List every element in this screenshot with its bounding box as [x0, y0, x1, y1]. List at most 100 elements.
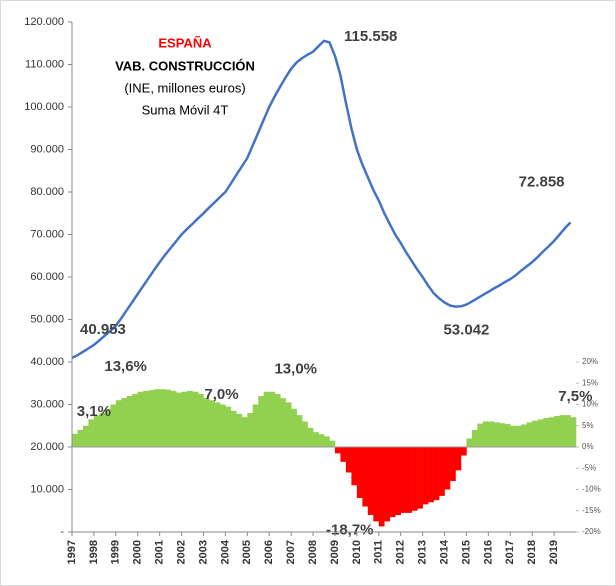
bar [329, 440, 336, 447]
bar [362, 447, 369, 507]
y-tick-label: 110.000 [25, 58, 64, 70]
bar [154, 389, 160, 447]
y2-tick-label: -5% [582, 463, 596, 472]
bar [88, 419, 95, 447]
bar [176, 392, 182, 447]
data-label: 115.558 [344, 28, 397, 45]
bar [460, 447, 467, 456]
bar [373, 447, 380, 522]
bar [565, 415, 571, 447]
bar [444, 447, 451, 490]
bar [291, 408, 297, 447]
data-label: 13,0% [274, 361, 317, 378]
bar [466, 438, 473, 447]
bar [187, 390, 193, 447]
data-label: 7,5% [558, 388, 592, 405]
bar [554, 415, 560, 447]
chart-title: ESPAÑA [158, 35, 212, 50]
data-label: 13,6% [104, 358, 147, 375]
x-tick-label: 2018 [526, 540, 538, 564]
bar [493, 422, 500, 447]
bar [99, 413, 106, 447]
bar [439, 447, 445, 496]
bar [263, 391, 270, 447]
y-tick-label: 120.000 [24, 16, 64, 28]
x-tick-label: 1997 [66, 540, 78, 564]
bar [219, 404, 226, 447]
x-tick-label: 2010 [351, 540, 363, 564]
y-tick-label: 90.000 [30, 143, 64, 155]
bar [148, 390, 155, 447]
bar [132, 393, 139, 447]
y2-tick-label: 5% [582, 421, 594, 430]
y-tick-label: 10.000 [30, 483, 64, 495]
data-label: 7,0% [204, 386, 238, 403]
bar [137, 391, 144, 447]
y2-tick-label: -15% [582, 506, 601, 515]
bar [428, 447, 434, 503]
bar [406, 447, 412, 513]
y2-tick-label: 15% [582, 378, 598, 387]
x-tick-label: 2013 [417, 540, 429, 564]
x-tick-label: 2003 [197, 540, 209, 564]
x-tick-label: 2017 [504, 540, 516, 564]
bar [280, 398, 286, 447]
bar [537, 419, 544, 447]
x-tick-label: 1999 [110, 540, 122, 564]
x-tick-label: 2015 [460, 540, 472, 564]
y2-tick-label: 0% [582, 442, 594, 451]
x-tick-label: 2014 [438, 539, 450, 564]
bar [499, 423, 506, 447]
x-tick-label: 2006 [263, 540, 275, 564]
bar [570, 417, 577, 447]
bar [384, 447, 391, 522]
bar [269, 391, 275, 447]
bar [302, 421, 308, 447]
bar [313, 432, 319, 447]
bar [471, 430, 478, 447]
bar [389, 447, 396, 518]
bar [351, 447, 358, 486]
bar [241, 417, 248, 447]
y-tick-label: 30.000 [30, 398, 64, 410]
bar [521, 424, 527, 447]
y-tick-label: 20.000 [30, 441, 64, 453]
y-tick-label: 80.000 [30, 186, 64, 198]
bar [340, 447, 347, 462]
bar [515, 425, 522, 447]
y2-tick-label: 10% [582, 400, 598, 409]
line [71, 39, 572, 360]
bar [422, 447, 429, 505]
bar [214, 402, 221, 447]
x-tick-label: 2012 [395, 540, 407, 564]
y-tick-label: 70.000 [30, 228, 64, 240]
bar [77, 430, 84, 447]
bar [395, 447, 401, 515]
bar [433, 447, 440, 501]
bar [285, 402, 292, 447]
y-tick-label: 100.000 [24, 101, 64, 113]
bar [504, 424, 511, 447]
bar [247, 413, 254, 447]
bar [110, 404, 117, 447]
bar [170, 390, 177, 447]
y2-tick-label: -10% [582, 485, 601, 494]
y-tick-label: 50.000 [30, 313, 64, 325]
bar [225, 406, 232, 447]
x-tick-label: 2016 [482, 540, 494, 564]
y-tick-label: 40.000 [30, 356, 64, 368]
bar [543, 418, 549, 447]
bar [82, 425, 89, 447]
x-tick-label: 2004 [219, 539, 231, 564]
bar [93, 415, 100, 447]
data-label: 3,1% [77, 403, 111, 420]
bar [367, 447, 374, 515]
bar [121, 398, 128, 447]
bar [252, 404, 259, 447]
bar [356, 447, 363, 498]
bar [143, 390, 149, 447]
bar [417, 447, 423, 509]
bar [104, 408, 111, 447]
bar [159, 389, 166, 447]
data-label: 72.858 [519, 173, 565, 190]
